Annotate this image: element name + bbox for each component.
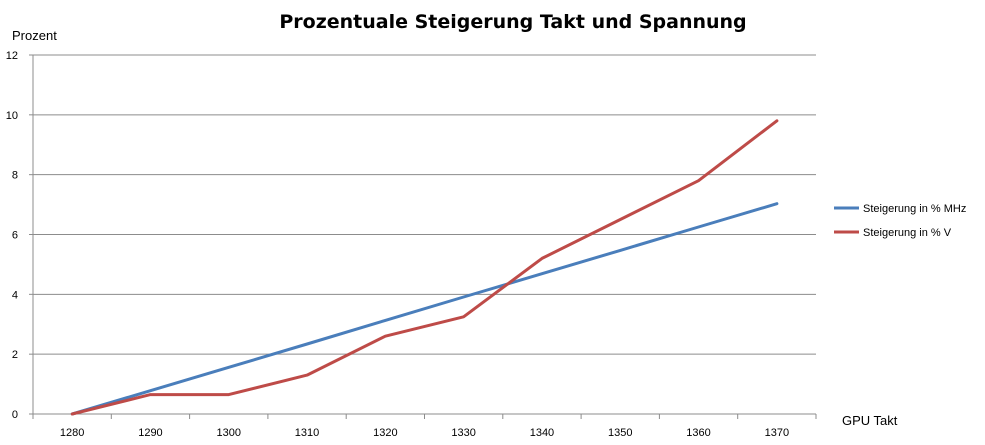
y-tick-label: 4 [12,289,18,301]
series-line-2 [70,119,779,416]
tick-labels: 0 2 4 6 8 10 12 1280 1290 1300 1310 1320 1330 1340 135… [6,50,789,439]
y-tick-label: 10 [6,110,18,122]
y-tick-label: 12 [6,50,18,62]
y-tick-label: 0 [12,409,18,421]
x-tick-label: 1320 [373,427,397,439]
y-tick-label: 8 [12,170,18,182]
x-tick-label: 1300 [217,427,241,439]
x-tick-label: 1370 [765,427,789,439]
gridlines [33,54,816,355]
axes [29,54,817,419]
chart-title: Prozentuale Steigerung Takt und Spannung [279,11,746,33]
y-tick-label: 2 [12,349,18,361]
series-line-1 [70,202,779,416]
x-tick-label: 1350 [608,427,632,439]
x-tick-label: 1290 [138,427,162,439]
legend-label-2: Steigerung in % V [863,227,952,239]
series-lines [70,119,779,416]
x-axis-label: GPU Takt [842,413,898,428]
x-tick-label: 1330 [451,427,475,439]
y-tick-label: 6 [12,230,18,242]
x-tick-label: 1310 [295,427,319,439]
legend: Steigerung in % MHz Steigerung in % V [834,203,966,239]
legend-label-1: Steigerung in % MHz [863,203,966,215]
x-tick-label: 1340 [530,427,554,439]
x-tick-label: 1360 [686,427,710,439]
y-axis-label: Prozent [12,28,57,43]
x-tick-label: 1280 [60,427,84,439]
